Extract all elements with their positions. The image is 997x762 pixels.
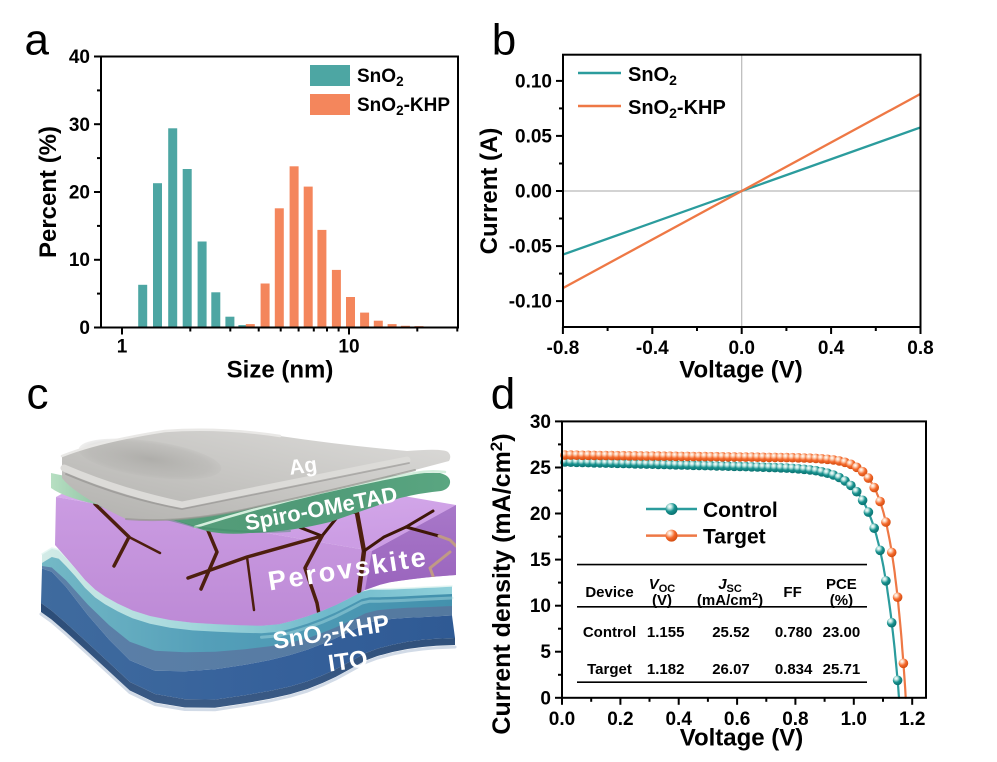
svg-text:JSC: JSC — [718, 576, 742, 595]
svg-text:SnO2: SnO2 — [357, 66, 404, 89]
svg-text:26.07: 26.07 — [712, 661, 750, 678]
svg-text:1.155: 1.155 — [647, 624, 685, 641]
svg-text:c: c — [27, 369, 49, 418]
svg-text:d: d — [491, 369, 515, 418]
svg-text:SnO2-KHP: SnO2-KHP — [357, 95, 450, 118]
svg-text:Target: Target — [587, 661, 632, 678]
svg-text:0.4: 0.4 — [818, 338, 845, 359]
svg-text:25: 25 — [530, 458, 552, 479]
svg-text:(mA/cm2): (mA/cm2) — [697, 591, 763, 609]
svg-text:25.52: 25.52 — [712, 624, 750, 641]
svg-text:PCE: PCE — [826, 576, 857, 593]
svg-text:20: 20 — [530, 504, 551, 525]
svg-text:0.10: 0.10 — [515, 71, 552, 92]
svg-text:Size (nm): Size (nm) — [227, 357, 334, 384]
svg-text:-0.05: -0.05 — [509, 237, 553, 258]
svg-text:25.71: 25.71 — [823, 661, 861, 678]
svg-text:ITO: ITO — [326, 645, 369, 677]
svg-text:Voltage (V): Voltage (V) — [680, 725, 804, 752]
svg-text:0.780: 0.780 — [775, 624, 813, 641]
svg-text:Control: Control — [583, 624, 636, 641]
svg-text:0.834: 0.834 — [775, 661, 813, 678]
svg-text:20: 20 — [69, 183, 90, 204]
svg-text:Percent (%): Percent (%) — [35, 126, 62, 258]
svg-text:Voltage (V): Voltage (V) — [679, 357, 803, 384]
svg-text:0.8: 0.8 — [907, 338, 933, 359]
svg-text:-0.4: -0.4 — [636, 338, 669, 359]
svg-text:15: 15 — [530, 550, 552, 571]
svg-text:23.00: 23.00 — [823, 624, 861, 641]
svg-text:-0.8: -0.8 — [547, 338, 580, 359]
svg-text:Current (A): Current (A) — [476, 128, 503, 255]
svg-text:0.05: 0.05 — [515, 126, 552, 147]
svg-text:0.6: 0.6 — [724, 709, 750, 730]
svg-text:Device: Device — [585, 584, 633, 601]
svg-text:1.182: 1.182 — [647, 661, 685, 678]
svg-text:Current density (mA/cm2): Current density (mA/cm2) — [487, 433, 516, 734]
svg-text:0.4: 0.4 — [665, 709, 692, 730]
svg-text:a: a — [24, 16, 49, 65]
svg-text:10: 10 — [338, 337, 359, 358]
svg-text:0.8: 0.8 — [782, 709, 808, 730]
svg-text:0: 0 — [79, 318, 90, 339]
svg-text:10: 10 — [530, 596, 551, 617]
svg-text:b: b — [492, 16, 516, 65]
svg-text:FF: FF — [783, 584, 801, 601]
svg-text:30: 30 — [69, 115, 90, 136]
svg-text:1: 1 — [117, 337, 128, 358]
svg-text:1.2: 1.2 — [899, 709, 925, 730]
svg-text:30: 30 — [530, 412, 551, 433]
svg-text:Target: Target — [703, 526, 766, 549]
svg-text:SnO2-KHP: SnO2-KHP — [628, 97, 726, 121]
svg-text:0: 0 — [540, 688, 551, 709]
svg-text:5: 5 — [540, 642, 551, 663]
svg-text:40: 40 — [69, 47, 90, 68]
svg-text:10: 10 — [69, 250, 90, 271]
svg-text:(V): (V) — [652, 592, 672, 609]
svg-text:0.0: 0.0 — [549, 709, 575, 730]
svg-text:VOC: VOC — [649, 576, 676, 595]
svg-text:0.00: 0.00 — [515, 182, 552, 203]
svg-text:Ag: Ag — [288, 453, 319, 480]
svg-text:0.2: 0.2 — [607, 709, 633, 730]
svg-text:1.0: 1.0 — [841, 709, 867, 730]
svg-text:-0.10: -0.10 — [509, 292, 552, 313]
svg-text:0.0: 0.0 — [728, 338, 754, 359]
svg-text:(%): (%) — [830, 592, 853, 609]
svg-text:SnO2: SnO2 — [628, 64, 677, 88]
svg-text:Control: Control — [703, 499, 778, 522]
